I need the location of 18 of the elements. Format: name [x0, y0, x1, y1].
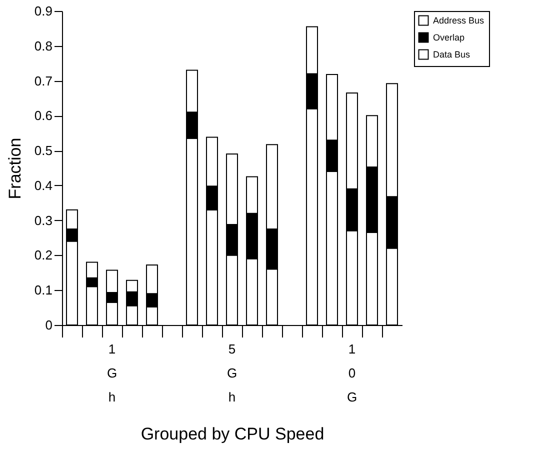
- y-tick-label: 0.7: [34, 73, 52, 88]
- x-tick-label: 5 G h: [226, 342, 238, 404]
- y-axis-title: Fraction: [5, 138, 24, 200]
- y-tick-label: 0.9: [34, 4, 52, 18]
- x-axis-title: Grouped by CPU Speed: [140, 424, 324, 444]
- y-tick-label: 0: [45, 318, 52, 332]
- x-tick-label: 1 G h: [106, 342, 118, 404]
- y-tick-label: 0.2: [34, 248, 52, 263]
- y-tick-label: 0.3: [34, 212, 52, 228]
- y-tick-label: 0.4: [34, 178, 52, 193]
- legend-label: Data Bus: [433, 50, 471, 60]
- x-tick-label: 1 0 G: [346, 342, 358, 404]
- y-tick-label: 0.5: [34, 143, 52, 158]
- legend-label: Address Bus: [433, 16, 485, 26]
- y-tick-label: 0.1: [34, 282, 52, 298]
- y-tick-label: 0.8: [34, 38, 52, 54]
- legend-label: Overlap: [433, 32, 465, 42]
- y-tick-label: 0.6: [34, 108, 52, 124]
